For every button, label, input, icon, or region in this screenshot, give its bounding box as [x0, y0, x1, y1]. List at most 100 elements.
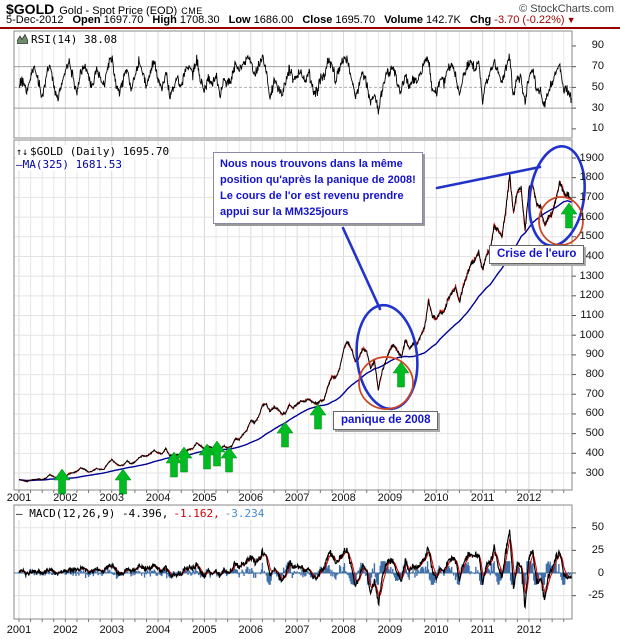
stockcharts-credit: © StockCharts.com — [519, 3, 614, 15]
x-axis-year-label: 2007 — [284, 624, 310, 636]
y-axis-label: 1600 — [579, 210, 604, 223]
y-axis-label: 1900 — [579, 151, 604, 164]
quote-field-value: 1697.70 — [103, 14, 144, 26]
y-axis-label: 1400 — [579, 249, 604, 262]
y-axis-label: 500 — [585, 427, 604, 440]
quote-field-label: Chg — [469, 14, 492, 26]
y-axis-label: 30 — [591, 101, 604, 114]
x-axis-year-label: 2009 — [377, 624, 403, 636]
y-axis-label: 1100 — [580, 309, 604, 321]
price-legend-label: $GOLD (Daily) 1695.70 — [30, 145, 170, 158]
x-axis-year-label: 2002 — [53, 492, 78, 504]
x-axis-year-label: 2012 — [516, 492, 542, 504]
y-axis-label: 800 — [585, 368, 604, 381]
annotation-label: Crise de l'euro — [489, 245, 585, 264]
panel-border — [13, 30, 573, 139]
x-axis-year-label: 2003 — [99, 624, 124, 636]
x-axis-year-label: 2012 — [516, 624, 542, 636]
rsi-legend: RSI(14) 38.08 — [16, 33, 118, 46]
x-axis-year-label: 2001 — [6, 624, 32, 636]
y-axis-label: 300 — [585, 466, 604, 479]
y-axis-label: 10 — [591, 122, 604, 135]
y-axis-label: 25 — [591, 543, 604, 556]
up-arrow-marker — [392, 361, 410, 388]
x-axis-year-label: 2008 — [331, 624, 356, 636]
up-arrow-marker — [175, 446, 193, 473]
up-arrow-marker — [220, 446, 238, 473]
ma-line-icon: — — [16, 158, 23, 171]
header-title-row: $GOLD Gold - Spot Price (EOD) CME — [6, 1, 203, 19]
y-axis-label: 70 — [591, 60, 604, 73]
quote-field-value: 1686.00 — [253, 14, 294, 26]
y-axis-label: 1500 — [579, 230, 604, 243]
quote-field-label: Low — [228, 14, 251, 26]
x-axis-year-label: 2011 — [470, 492, 495, 504]
up-arrow-marker — [208, 440, 226, 467]
y-axis-label: 1700 — [579, 190, 604, 203]
y-axis-label: 1300 — [579, 269, 604, 282]
chart-header: $GOLD Gold - Spot Price (EOD) CME © StockC… — [0, 0, 620, 29]
quote-field-value: 1708.30 — [179, 14, 220, 26]
x-axis-year-label: 2011 — [470, 624, 495, 636]
x-axis-year-label: 2007 — [284, 492, 310, 504]
x-axis-year-label: 2005 — [192, 492, 217, 504]
ma-legend: —MA(325) 1681.53 — [16, 158, 122, 171]
area-chart-icon — [16, 33, 28, 44]
annotation-connector-line — [341, 226, 382, 311]
x-axis-year-label: 2006 — [238, 624, 264, 636]
macd-legend-signal: -1.162, — [173, 507, 220, 520]
note-line: position qu'après la panique de 2008! — [220, 174, 416, 186]
x-axis-year-label: 2008 — [331, 492, 356, 504]
macd-line-icon: — — [16, 507, 23, 520]
y-axis-label: 50 — [591, 80, 604, 93]
note-line: appui sur la MM325jours — [220, 206, 349, 218]
quote-date: 5-Dec-2012 — [6, 14, 64, 26]
macd-legend-main: MACD(12,26,9) -4.396, — [29, 507, 169, 520]
x-axis-year-label: 2005 — [192, 624, 217, 636]
quote-field-label: High — [152, 14, 177, 26]
up-arrow-marker — [53, 468, 71, 495]
rsi-legend-label: RSI(14) 38.08 — [31, 33, 118, 46]
macd-legend: — MACD(12,26,9) -4.396, -1.162, -3.234 — [16, 507, 265, 520]
quote-field-value: 1695.70 — [335, 14, 376, 26]
quote-field-value: -3.70 (-0.22%) — [494, 14, 565, 26]
y-axis-label: 900 — [585, 348, 604, 361]
up-arrow-marker — [309, 403, 327, 430]
annotation-connector-line — [435, 165, 542, 190]
note-line: Nous nous trouvons dans la même — [220, 158, 403, 170]
annotation-note-box: Nous nous trouvons dans la même position … — [213, 152, 423, 224]
y-axis-label: 50 — [591, 521, 604, 534]
x-axis-year-label: 2003 — [99, 492, 124, 504]
gridlines — [14, 31, 572, 619]
y-axis-label: 400 — [585, 446, 604, 459]
y-axis-label: 0 — [597, 566, 604, 579]
chart-title: Gold - Spot Price (EOD) — [59, 5, 178, 17]
rsi-series — [18, 53, 572, 115]
ma325-series — [18, 199, 572, 482]
x-axis-year-label: 2004 — [145, 624, 171, 636]
quote-row: 5-Dec-2012 Open 1697.70 High 1708.30 Low 1686.… — [6, 14, 576, 26]
y-axis-label: 90 — [591, 39, 604, 52]
x-axis-year-label: 2004 — [145, 492, 171, 504]
up-arrow-marker — [560, 202, 578, 229]
y-axis-label: 600 — [585, 407, 604, 420]
x-axis-year-label: 2010 — [423, 624, 449, 636]
annotation-ellipse-red — [358, 356, 414, 410]
y-axis-label: 700 — [585, 387, 604, 400]
up-arrow-marker — [276, 421, 294, 448]
y-axis-label: 1200 — [579, 289, 604, 302]
panel-border — [13, 504, 573, 620]
x-axis-year-label: 2006 — [238, 492, 264, 504]
axis-ticks — [18, 45, 576, 622]
annotation-label: panique de 2008 — [333, 411, 439, 430]
macd-legend-hist: -3.234 — [224, 507, 265, 520]
chart-annotations — [53, 145, 586, 495]
y-axis-label: -25 — [588, 589, 604, 602]
price-legend: ↑↓ $GOLD (Daily) 1695.70 — [16, 145, 170, 159]
y-axis-label: 1000 — [579, 328, 604, 341]
x-axis-year-label: 2002 — [53, 624, 78, 636]
quote-field-label: Close — [302, 14, 333, 26]
quote-field-label: Open — [72, 14, 101, 26]
x-axis-year-label: 2001 — [6, 492, 32, 504]
